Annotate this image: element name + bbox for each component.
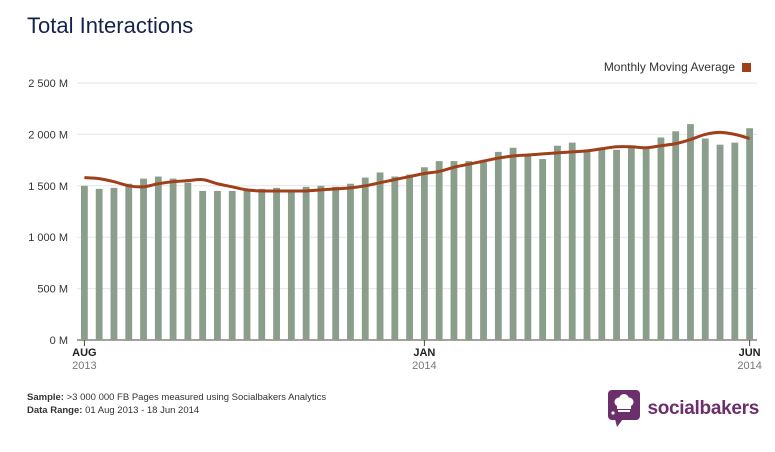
bar xyxy=(199,190,207,340)
y-tick-label: 0 M xyxy=(50,335,68,347)
legend-swatch xyxy=(742,62,751,72)
bar xyxy=(80,185,88,340)
chart-legend: Monthly Moving Average xyxy=(604,60,751,74)
bar xyxy=(672,131,680,340)
bar xyxy=(95,188,103,340)
bar xyxy=(258,188,266,340)
y-tick-label: 500 M xyxy=(37,284,68,296)
bar xyxy=(228,190,236,340)
moving-average-line xyxy=(84,130,751,193)
x-tick-month: AUG xyxy=(72,347,96,359)
bar xyxy=(524,154,532,340)
range-text: 01 Aug 2013 - 18 Jun 2014 xyxy=(85,405,200,416)
bar xyxy=(214,190,221,340)
range-label: Data Range: xyxy=(27,405,83,416)
footer: Sample: >3 000 000 FB Pages measured usi… xyxy=(27,391,326,417)
sample-label: Sample: xyxy=(27,392,64,403)
bar xyxy=(716,144,724,340)
bar xyxy=(317,185,325,340)
x-tick-year: 2014 xyxy=(412,360,436,372)
bar xyxy=(361,177,369,340)
x-tick-month: JAN xyxy=(413,347,435,359)
chart-title: Total Interactions xyxy=(27,13,194,38)
brand-logo: socialbakers xyxy=(607,389,759,429)
bar xyxy=(687,124,694,341)
bar xyxy=(347,183,354,340)
bar xyxy=(465,161,473,340)
brand-name: socialbakers xyxy=(647,398,759,419)
bar xyxy=(169,178,177,340)
y-tick-label: 1 500 M xyxy=(28,181,68,193)
bar xyxy=(243,189,251,340)
bar xyxy=(642,146,650,340)
bar xyxy=(302,186,310,340)
bar xyxy=(110,187,118,340)
bar xyxy=(554,145,561,340)
sample-text: >3 000 000 FB Pages measured using Socia… xyxy=(66,392,327,403)
chef-hat-speech-bubble-icon xyxy=(608,390,641,427)
bar xyxy=(568,142,576,340)
bar xyxy=(154,176,162,340)
x-tick-month: JUN xyxy=(739,347,761,359)
bar xyxy=(184,182,192,340)
bar xyxy=(731,142,739,340)
range-line: Data Range: 01 Aug 2013 - 18 Jun 2014 xyxy=(27,404,326,417)
bar xyxy=(627,146,635,340)
bar xyxy=(539,159,547,340)
legend-label: Monthly Moving Average xyxy=(603,60,735,74)
bar xyxy=(287,191,295,340)
bar xyxy=(391,176,399,340)
bar xyxy=(480,162,487,340)
bar xyxy=(420,167,428,340)
x-tick-year: 2014 xyxy=(737,360,761,372)
bar xyxy=(376,172,384,340)
bar xyxy=(450,161,458,340)
y-tick-label: 1 000 M xyxy=(28,232,68,244)
bar xyxy=(613,149,620,340)
bar xyxy=(746,128,754,340)
bar xyxy=(494,151,502,340)
bar xyxy=(701,138,709,340)
bar xyxy=(125,183,133,340)
bar xyxy=(435,161,443,340)
bar xyxy=(509,147,517,340)
bar xyxy=(657,137,665,340)
x-tick-year: 2013 xyxy=(72,360,96,372)
bar xyxy=(332,186,340,340)
bar xyxy=(140,178,147,340)
sample-line: Sample: >3 000 000 FB Pages measured usi… xyxy=(27,391,326,404)
bar xyxy=(273,187,280,340)
bar xyxy=(598,148,606,340)
y-tick-label: 2 500 M xyxy=(28,78,68,90)
bar xyxy=(583,149,591,340)
bar xyxy=(406,174,414,340)
y-tick-label: 2 000 M xyxy=(28,129,68,141)
